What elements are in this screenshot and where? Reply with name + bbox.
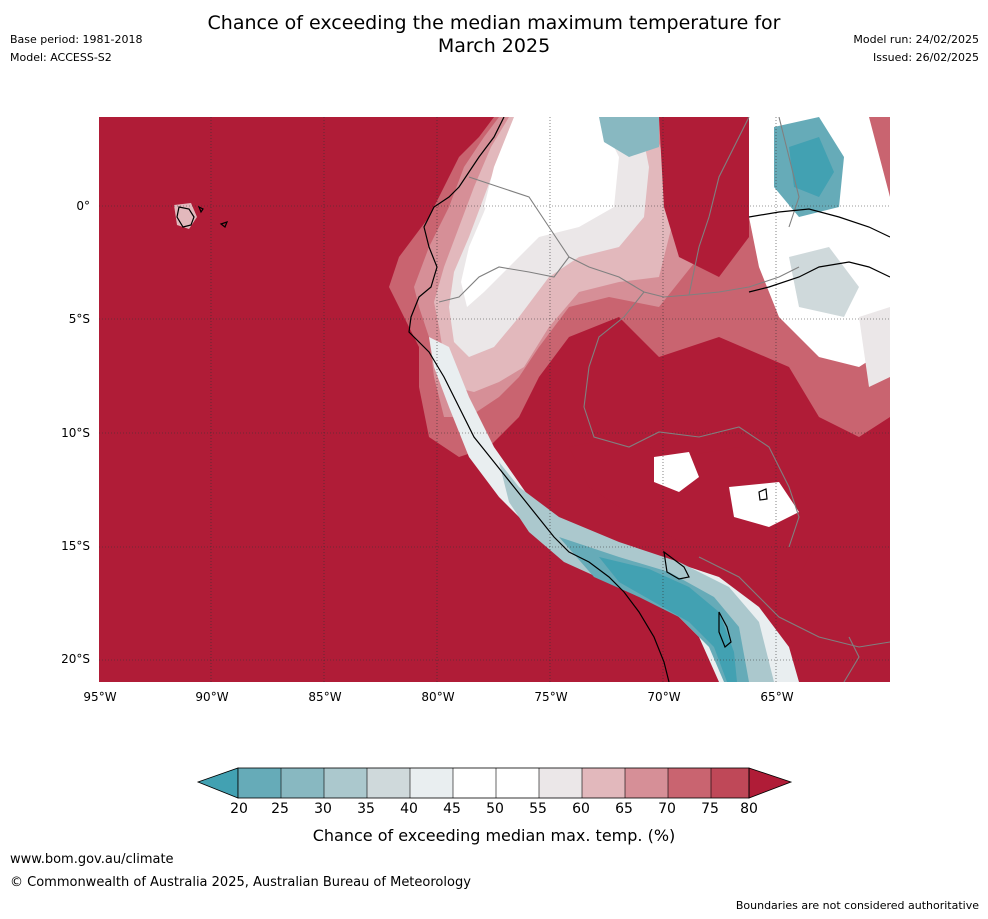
colorbar-bin-70-75 (668, 768, 711, 798)
lat-label-15s: 15°S (61, 539, 90, 553)
coastline (176, 117, 890, 682)
land-high-south (569, 437, 819, 587)
model-run-text: Model run: 24/02/2025 (853, 33, 979, 46)
title-line-2: March 2025 (437, 35, 551, 57)
colorbar-bin-30-35 (324, 768, 367, 798)
issued-text: Issued: 26/02/2025 (872, 51, 979, 64)
colorbar-tick-50: 50 (486, 801, 504, 817)
model-text: Model: ACCESS-S2 (10, 51, 112, 64)
lat-label-10s: 10°S (61, 426, 90, 440)
colorbar-tick-25: 25 (271, 801, 289, 817)
colorbar-bin-45-50 (453, 768, 496, 798)
colorbar (190, 760, 795, 806)
colorbar-extend-low (196, 767, 239, 799)
footer-copyright: © Commonwealth of Australia 2025, Austra… (10, 875, 471, 890)
land-contours (174, 117, 890, 682)
title-line-1: Chance of exceeding the median maximum t… (207, 12, 781, 34)
colorbar-bin-55-60 (539, 768, 582, 798)
colorbar-svg (196, 767, 793, 799)
colorbar-tick-75: 75 (701, 801, 719, 817)
lon-label-80w: 80°W (421, 690, 455, 704)
colorbar-bin-75-80 (711, 768, 749, 798)
meta-left: Base period: 1981-2018 Model: ACCESS-S2 (10, 31, 142, 67)
colorbar-tick-40: 40 (400, 801, 418, 817)
base-period-text: Base period: 1981-2018 (10, 33, 143, 46)
colorbar-bin-60-65 (582, 768, 625, 798)
lon-label-95w: 95°W (83, 690, 117, 704)
land-neutral-northwest (484, 117, 544, 217)
colorbar-tick-60: 60 (572, 801, 590, 817)
meta-right: Model run: 24/02/2025 Issued: 26/02/2025 (853, 31, 979, 67)
colorbar-bin-20-25 (238, 768, 281, 798)
lat-label-20s: 20°S (61, 652, 90, 666)
north-low-patch-west (599, 117, 659, 157)
colorbar-bin-50-55 (496, 768, 539, 798)
coastal-band-low (599, 557, 737, 682)
footer-note: Boundaries are not considered authoritat… (735, 899, 979, 912)
land-neutral-north (461, 117, 619, 307)
colorbar-tick-65: 65 (615, 801, 633, 817)
lon-label-65w: 65°W (760, 690, 794, 704)
colorbar-dividers (280, 768, 712, 798)
coastal-band-25 (559, 537, 749, 682)
lat-label-0: 0° (76, 199, 90, 213)
colorbar-tick-55: 55 (529, 801, 547, 817)
lon-label-75w: 75°W (534, 690, 568, 704)
lat-label-5s: 5°S (68, 312, 90, 326)
lon-label-70w: 70°W (647, 690, 681, 704)
lon-label-85w: 85°W (308, 690, 342, 704)
colorbar-tick-30: 30 (314, 801, 332, 817)
colorbar-frame (237, 767, 750, 799)
colorbar-tick-20: 20 (230, 801, 248, 817)
east-low-patch (789, 247, 859, 317)
colorbar-bin-40-45 (410, 768, 453, 798)
map-svg (99, 117, 890, 682)
map-panel[interactable] (99, 117, 890, 682)
colorbar-tick-45: 45 (443, 801, 461, 817)
map-title: Chance of exceeding the median maximum t… (0, 12, 988, 58)
inland-neutral-patch (654, 452, 699, 492)
colorbar-bin-65-70 (625, 768, 668, 798)
inland-neutral-patch-2 (729, 482, 799, 527)
footer-url[interactable]: www.bom.gov.au/climate (10, 852, 174, 867)
colorbar-tick-35: 35 (357, 801, 375, 817)
graticule (99, 117, 890, 682)
north-low-patch-east-core (789, 137, 834, 197)
land-band-60-east (859, 307, 890, 387)
colorbar-tick-70: 70 (658, 801, 676, 817)
colorbar-label: Chance of exceeding median max. temp. (%… (312, 826, 676, 845)
colorbar-extend-high (748, 767, 793, 799)
colorbar-tick-80: 80 (740, 801, 758, 817)
colorbar-bin-25-30 (281, 768, 324, 798)
land-high-center (659, 117, 749, 277)
lon-label-90w: 90°W (195, 690, 229, 704)
colorbar-bin-35-40 (367, 768, 410, 798)
country-borders (438, 117, 890, 682)
